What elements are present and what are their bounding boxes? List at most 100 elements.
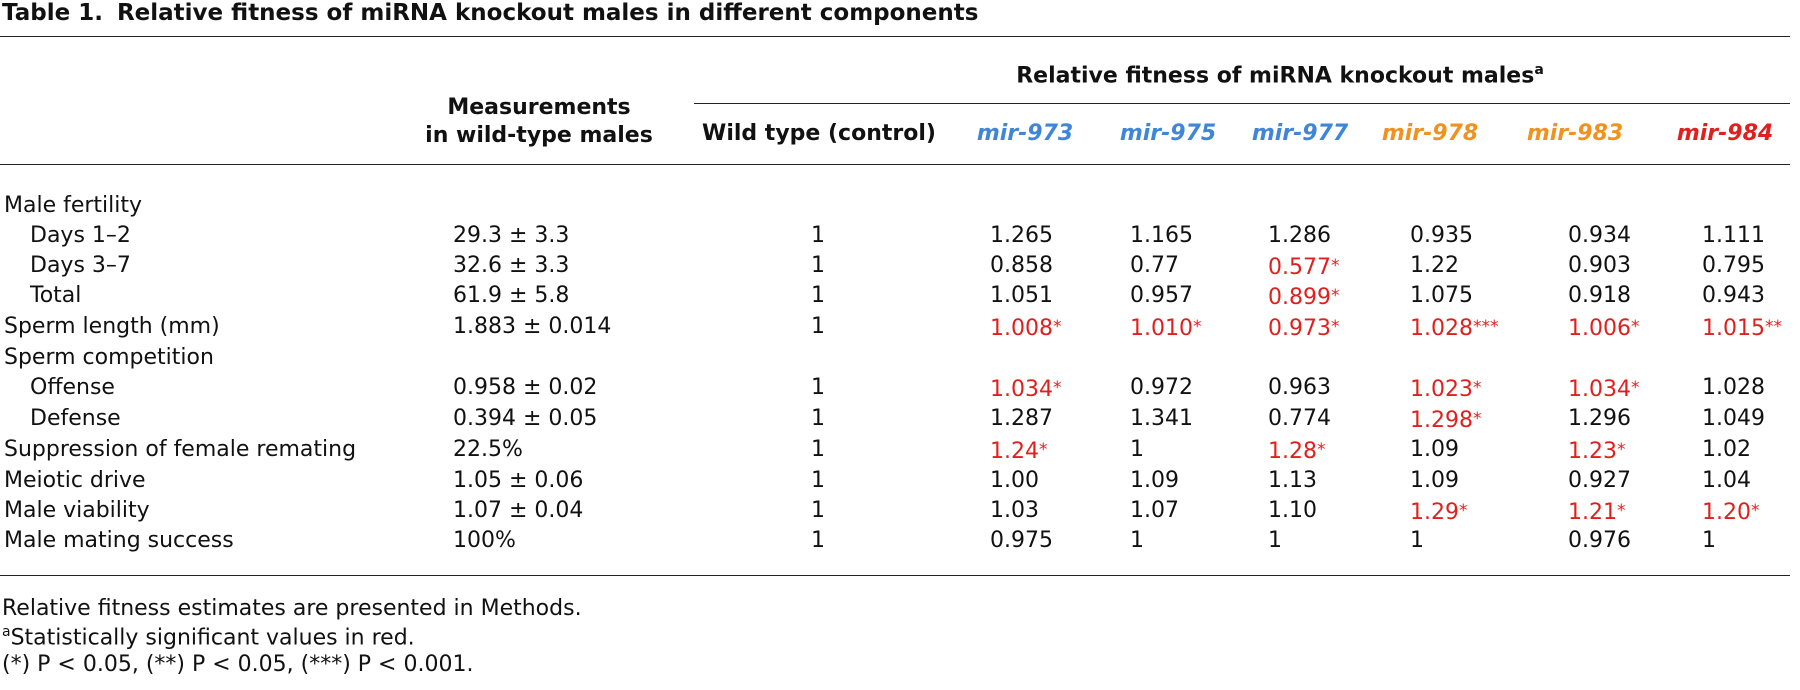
table-title: Relative fitness of miRNA knockout males… — [116, 0, 979, 26]
footnote-methods: Relative fitness estimates are presented… — [2, 596, 582, 621]
significance-marker: * — [1052, 378, 1062, 398]
fitness-value-mir-975: 1.165 — [1130, 221, 1193, 251]
fitness-number: 1.015 — [1702, 316, 1765, 341]
significance-marker: * — [1472, 378, 1482, 398]
table-caption: Table 1. Relative fitness of miRNA knocko… — [2, 0, 978, 26]
mirna-header-mir-983: mir-983 — [1526, 121, 1624, 146]
fitness-value-mir-978: 1.29* — [1410, 496, 1467, 528]
significance-marker: * — [1038, 440, 1048, 460]
fitness-value-mir-977: 0.963 — [1268, 373, 1331, 403]
fitness-value-mir-973: 1.03 — [990, 496, 1039, 526]
fitness-value-mir-978: 1.075 — [1410, 281, 1473, 311]
significance-marker: ** — [1764, 317, 1782, 337]
significance-marker: * — [1330, 256, 1340, 276]
fitness-value-mir-983: 0.918 — [1568, 281, 1631, 311]
mirna-header-mir-975: mir-975 — [1119, 121, 1217, 146]
fitness-value-mir-977: 1.10 — [1268, 496, 1317, 526]
control-value: 1 — [811, 375, 825, 400]
fitness-value-mir-973: 1.00 — [990, 466, 1039, 496]
fitness-number: 0.577 — [1268, 255, 1331, 280]
fitness-value-mir-983: 0.934 — [1568, 221, 1631, 251]
fitness-number: 1.111 — [1702, 223, 1765, 248]
measurements-header-line1: Measurements — [447, 95, 631, 120]
row-label: Male mating success — [4, 528, 234, 553]
fitness-number: 0.77 — [1130, 253, 1179, 278]
fitness-number: 1.00 — [990, 468, 1039, 493]
fitness-value-mir-984: 1.04 — [1702, 466, 1751, 496]
control-value: 1 — [811, 528, 825, 553]
measurements-header: Measurements in wild-type males — [420, 94, 658, 150]
header-rule — [0, 164, 1790, 165]
row-label: Days 1–2 — [30, 223, 131, 248]
significance-marker: * — [1630, 378, 1640, 398]
significance-marker: * — [1052, 317, 1062, 337]
fitness-number: 1.03 — [990, 498, 1039, 523]
top-rule — [0, 36, 1790, 37]
fitness-value-mir-977: 1 — [1268, 526, 1282, 556]
fitness-number: 1.22 — [1410, 253, 1459, 278]
fitness-number: 1.165 — [1130, 223, 1193, 248]
group-header-label: Relative fitness of miRNA knockout males — [1016, 63, 1535, 89]
significance-marker: * — [1316, 440, 1326, 460]
measurement-value: 29.3 ± 3.3 — [453, 223, 570, 248]
control-value: 1 — [811, 283, 825, 308]
fitness-number: 1.20 — [1702, 500, 1751, 525]
fitness-value-mir-977: 0.973* — [1268, 312, 1339, 344]
fitness-number: 1 — [1268, 528, 1282, 553]
fitness-number: 1.29 — [1410, 500, 1459, 525]
fitness-number: 0.973 — [1268, 316, 1331, 341]
fitness-number: 1.07 — [1130, 498, 1179, 523]
fitness-number: 1.09 — [1410, 468, 1459, 493]
fitness-number: 1.034 — [990, 377, 1053, 402]
row-label: Sperm length (mm) — [4, 314, 220, 339]
significance-marker: * — [1472, 409, 1482, 429]
fitness-number: 0.795 — [1702, 253, 1765, 278]
fitness-value-mir-975: 0.77 — [1130, 251, 1179, 281]
fitness-value-mir-984: 1.20* — [1702, 496, 1759, 528]
significance-marker: * — [1330, 317, 1340, 337]
significance-marker: * — [1192, 317, 1202, 337]
fitness-value-mir-978: 0.935 — [1410, 221, 1473, 251]
fitness-value-mir-975: 1.010* — [1130, 312, 1201, 344]
fitness-number: 0.976 — [1568, 528, 1631, 553]
bottom-rule — [0, 575, 1790, 576]
fitness-value-mir-978: 1.22 — [1410, 251, 1459, 281]
fitness-value-mir-978: 1.298* — [1410, 404, 1481, 436]
fitness-number: 0.903 — [1568, 253, 1631, 278]
fitness-number: 1.02 — [1702, 437, 1751, 462]
fitness-number: 1.286 — [1268, 223, 1331, 248]
fitness-number: 1.23 — [1568, 439, 1617, 464]
measurement-value: 1.883 ± 0.014 — [453, 314, 612, 339]
row-label: Male fertility — [4, 193, 143, 218]
measurement-value: 61.9 ± 5.8 — [453, 283, 570, 308]
fitness-value-mir-975: 1 — [1130, 435, 1144, 465]
fitness-value-mir-975: 1 — [1130, 526, 1144, 556]
fitness-number: 1.023 — [1410, 377, 1473, 402]
fitness-value-mir-984: 0.943 — [1702, 281, 1765, 311]
fitness-value-mir-975: 1.09 — [1130, 466, 1179, 496]
fitness-number: 1.298 — [1410, 408, 1473, 433]
fitness-number: 1.028 — [1702, 375, 1765, 400]
measurement-value: 22.5% — [453, 437, 523, 462]
row-label: Meiotic drive — [4, 468, 146, 493]
row-label: Offense — [30, 375, 115, 400]
fitness-number: 1 — [1130, 437, 1144, 462]
fitness-number: 1.287 — [990, 406, 1053, 431]
footnote-sup: a — [2, 624, 11, 640]
group-header-sup: a — [1534, 62, 1544, 78]
fitness-number: 1.09 — [1410, 437, 1459, 462]
fitness-value-mir-973: 1.008* — [990, 312, 1061, 344]
table-number: Table 1. — [2, 0, 103, 26]
control-value: 1 — [811, 498, 825, 523]
fitness-number: 1 — [1702, 528, 1716, 553]
fitness-value-mir-983: 1.296 — [1568, 404, 1631, 434]
significance-marker: *** — [1472, 317, 1499, 337]
fitness-value-mir-978: 1 — [1410, 526, 1424, 556]
footnote-significance: aStatistically significant values in red… — [2, 624, 415, 650]
fitness-value-mir-978: 1.028*** — [1410, 312, 1498, 344]
fitness-number: 1.265 — [990, 223, 1053, 248]
fitness-value-mir-973: 1.287 — [990, 404, 1053, 434]
mirna-header-mir-973: mir-973 — [976, 121, 1074, 146]
group-rule — [694, 103, 1790, 104]
